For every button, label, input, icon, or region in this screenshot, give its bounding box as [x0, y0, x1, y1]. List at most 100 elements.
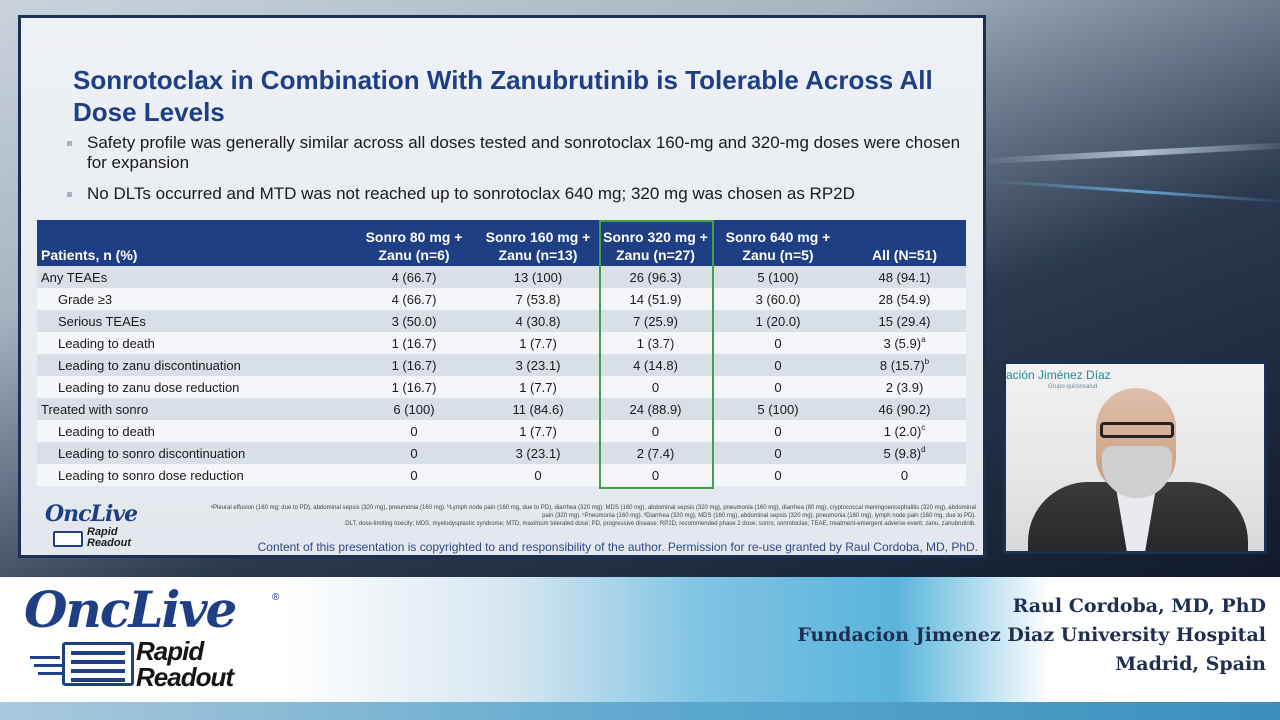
table-row: Treated with sonro 6 (100) 11 (84.6) 24 (88…	[37, 398, 966, 420]
table-cell: 8 (15.7)b	[843, 354, 966, 376]
table-cell: 1 (3.7)	[598, 332, 713, 354]
speaker-affiliation: Fundacion Jimenez Diaz University Hospit…	[797, 624, 1266, 646]
table-cell: 0	[713, 420, 843, 442]
row-label: Treated with sonro	[37, 398, 350, 420]
table-row: Leading to death 0 1 (7.7) 0 0 1 (2.0)c	[37, 420, 966, 442]
table-cell: 26 (96.3)	[598, 266, 713, 288]
cell-value: 3 (23.1)	[515, 357, 561, 373]
table-cell: 13 (100)	[478, 266, 598, 288]
table-row: Leading to zanu discontinuation 1 (16.7) 3…	[37, 354, 966, 376]
table-cell: 1 (7.7)	[478, 332, 598, 354]
cell-value: 0	[410, 467, 418, 483]
table-row: Serious TEAEs 3 (50.0) 4 (30.8) 7 (25.9) 1 (…	[37, 310, 966, 332]
row-label: Leading to sonro discontinuation	[37, 442, 350, 464]
lower-third-banner	[0, 577, 1280, 702]
table-row: Any TEAEs 4 (66.7) 13 (100) 26 (96.3) 5 (100…	[37, 266, 966, 288]
table-cell: 0	[598, 376, 713, 398]
table-row: Grade ≥3 4 (66.7) 7 (53.8) 14 (51.9) 3 (60.0…	[37, 288, 966, 310]
brand-name: OncLive	[24, 580, 237, 639]
footnote-references: ᵃPleural effusion (160 mg; due to PD), a…	[210, 505, 976, 519]
table-cell: 3 (5.9)a	[843, 332, 966, 354]
footnote-marker: d	[921, 444, 926, 454]
table-cell: 1 (2.0)c	[843, 420, 966, 442]
table-body: Any TEAEs 4 (66.7) 13 (100) 26 (96.3) 5 (100…	[37, 266, 966, 486]
cell-value: 0	[774, 379, 782, 395]
table-cell: 14 (51.9)	[598, 288, 713, 310]
table-cell: 0	[350, 420, 478, 442]
table-cell: 1 (16.7)	[350, 354, 478, 376]
table-cell: 48 (94.1)	[843, 266, 966, 288]
row-label: Serious TEAEs	[37, 310, 350, 332]
table-cell: 0	[713, 464, 843, 486]
table-header-row: Patients, n (%) Sonro 80 mg + Zanu (n=6)…	[37, 220, 966, 266]
cell-value: 15 (29.4)	[878, 313, 931, 329]
cell-value: 2 (3.9)	[885, 379, 924, 395]
cell-value: 26 (96.3)	[629, 269, 682, 285]
cell-value: 4 (14.8)	[633, 357, 678, 373]
table-cell: 7 (25.9)	[598, 310, 713, 332]
speed-lines-icon	[30, 656, 60, 659]
safety-table: Patients, n (%) Sonro 80 mg + Zanu (n=6)…	[37, 220, 966, 486]
cell-value: 1 (3.7)	[636, 335, 675, 351]
table-cell: 3 (23.1)	[478, 354, 598, 376]
cell-value: 1 (7.7)	[519, 335, 557, 351]
cell-value: 0	[651, 423, 660, 439]
footnote-marker: a	[921, 334, 926, 344]
footnote-abbreviations: DLT, dose-limiting toxicity; MDS, myelod…	[345, 521, 976, 527]
footnote: ᵃPleural effusion (160 mg; due to PD), a…	[201, 504, 976, 528]
logo-card-icon	[53, 531, 83, 547]
table-cell: 0	[843, 464, 966, 486]
slide-title: Sonrotoclax in Combination With Zanubrut…	[73, 65, 933, 127]
slide-logo-subtitle: Rapid Readout	[87, 527, 131, 549]
webcam-background-sign: ación Jiménez Díaz	[1006, 368, 1111, 382]
footnote-marker: b	[924, 356, 930, 366]
cell-value: 5 (100)	[757, 401, 799, 417]
row-label: Leading to death	[37, 332, 350, 354]
table-cell: 5 (9.8)d	[843, 442, 966, 464]
cell-value: 3 (50.0)	[391, 313, 437, 329]
table-cell: 5 (100)	[713, 398, 843, 420]
slide-logo-name: OncLive	[45, 501, 138, 527]
cell-value: 1 (16.7)	[391, 379, 437, 395]
column-header: Sonro 160 mg + Zanu (n=13)	[478, 220, 598, 266]
table-cell: 6 (100)	[350, 398, 478, 420]
cell-value: 0	[534, 467, 542, 483]
table-cell: 4 (14.8)	[598, 354, 713, 376]
brand-subtitle: Rapid Readout	[136, 638, 234, 690]
table-cell: 1 (16.7)	[350, 376, 478, 398]
table-cell: 1 (20.0)	[713, 310, 843, 332]
column-header: Sonro 640 mg + Zanu (n=5)	[713, 220, 843, 266]
cell-value: 1 (20.0)	[755, 313, 801, 329]
copyright-notice: Content of this presentation is copyrigh…	[257, 540, 978, 554]
table-cell: 1 (16.7)	[350, 332, 478, 354]
row-label: Leading to zanu dose reduction	[37, 376, 350, 398]
table-cell: 0	[350, 464, 478, 486]
row-label: Grade ≥3	[37, 288, 350, 310]
table-cell: 3 (60.0)	[713, 288, 843, 310]
cell-value: 0	[410, 445, 418, 461]
table-row: Leading to zanu dose reduction 1 (16.7) 1 …	[37, 376, 966, 398]
brand-registered-mark: ®	[272, 592, 280, 603]
speaker-info: Raul Cordoba, MD, PhD Fundacion Jimenez …	[797, 592, 1266, 679]
cell-value: 5 (9.8)	[883, 445, 922, 461]
cell-value: 48 (94.1)	[878, 269, 931, 285]
slide-logo-sub1: Rapid	[87, 526, 118, 538]
table-cell: 0	[713, 376, 843, 398]
table-cell: 28 (54.9)	[843, 288, 966, 310]
cell-value: 7 (25.9)	[633, 313, 678, 329]
table-cell: 2 (7.4)	[598, 442, 713, 464]
lower-third-stripe	[0, 702, 1280, 720]
cell-value: 0	[651, 379, 660, 395]
cell-value: 0	[774, 357, 782, 373]
cell-value: 2 (7.4)	[636, 445, 675, 461]
cell-value: 4 (30.8)	[515, 313, 561, 329]
bullet-item: Safety profile was generally similar acr…	[65, 133, 975, 173]
slide-logo: OncLive Rapid Readout	[45, 501, 155, 557]
presentation-slide: Sonrotoclax in Combination With Zanubrut…	[18, 15, 986, 558]
cell-value: 3 (23.1)	[515, 445, 561, 461]
table-cell: 11 (84.6)	[478, 398, 598, 420]
cell-value: 0	[774, 335, 782, 351]
cell-value: 0	[774, 423, 782, 439]
cell-value: 1 (2.0)	[883, 423, 922, 439]
webcam-background-sign-small: Grupo quirónsalud	[1048, 384, 1098, 390]
